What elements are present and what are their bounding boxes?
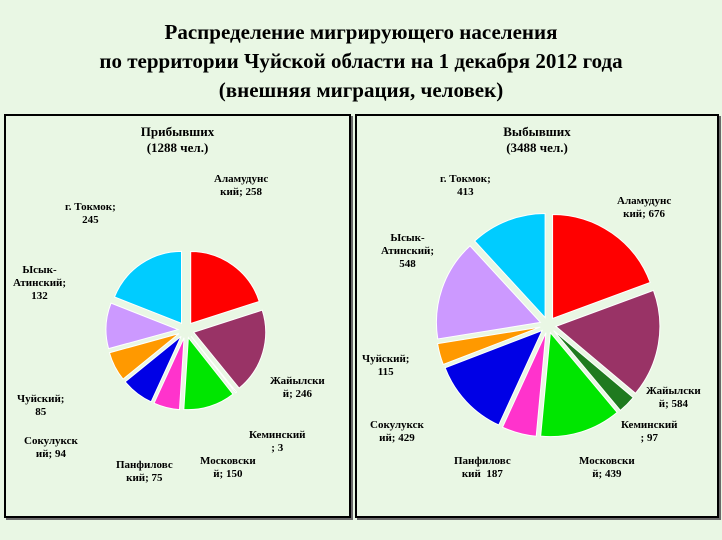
arrivals-total: (1288 чел.): [146, 140, 209, 155]
slice-label-kemin: Кеминский ; 97: [621, 419, 678, 444]
pie-slice-moskov: [540, 331, 618, 438]
pie-slice-zhaiyl: [192, 309, 267, 389]
pie-slice-tokmok: [473, 213, 546, 319]
slice-label-kemin: Кеминский ; 3: [249, 429, 306, 454]
slice-label-sokuluk: Сокулукск ий; 429: [370, 419, 424, 444]
slice-label-chui: Чуйский; 85: [17, 393, 65, 418]
arrivals-pie-title: Прибывших (1288 чел.): [6, 124, 349, 156]
departures-title: Выбывших: [503, 124, 571, 139]
pie-slice-panfilov: [153, 337, 185, 411]
departures-pie-svg: [435, 213, 661, 438]
chart-title: Распределение мигрирующего населения по …: [0, 18, 722, 105]
pie-slice-alamudun: [190, 251, 260, 325]
slice-label-tokmok: г. Токмок; 413: [440, 173, 491, 198]
pie-slice-alamudun: [552, 213, 651, 320]
pie-slice-panfilov: [501, 332, 547, 437]
slice-label-moskov: Московски й; 150: [200, 455, 256, 480]
pie-slice-tokmok: [113, 250, 182, 325]
pie-slice-kemin: [190, 335, 238, 394]
pie-slice-sokuluk: [124, 335, 182, 403]
slice-label-ysyk-ata: Ысык- Атинский; 548: [381, 232, 435, 270]
slice-label-tokmok: г. Токмок; 245: [65, 201, 116, 226]
title-line-1: Распределение мигрирующего населения: [164, 20, 558, 44]
slice-label-alamudun: Аламудунс кий; 258: [214, 173, 269, 198]
slice-label-zhaiyl: Жайылски й; 584: [646, 385, 701, 410]
slice-label-panfilov: Панфиловс кий 187: [454, 455, 511, 480]
slice-label-zhaiyl: Жайылски й; 246: [270, 375, 325, 400]
slice-label-sokuluk: Сокулукск ий; 94: [24, 435, 78, 460]
slice-label-alamudun: Аламудунс кий; 676: [617, 195, 672, 220]
slice-label-panfilov: Панфиловс кий; 75: [116, 459, 173, 484]
departures-pie-title: Выбывших (3488 чел.): [357, 124, 717, 156]
pie-slice-kemin: [553, 330, 634, 412]
slice-label-ysyk-ata: Ысык- Атинский; 132: [13, 264, 67, 302]
slice-label-moskov: Московски й; 439: [579, 455, 635, 480]
title-line-2: по территории Чуйской области на 1 декаб…: [99, 49, 623, 73]
pie-slice-moskov: [183, 336, 234, 411]
pie-slice-chui: [437, 326, 541, 366]
pie-slice-zhaiyl: [554, 289, 661, 394]
arrivals-title: Прибывших: [140, 124, 215, 139]
pie-slice-sokuluk: [444, 329, 544, 426]
pie-slice-ysyk-ata: [105, 302, 180, 350]
slice-label-chui: Чуйский; 115: [362, 353, 410, 378]
departures-pie-panel: Выбывших (3488 чел.) Аламудунс кий; 676 Ж…: [355, 114, 719, 518]
title-line-3: (внешняя миграция, человек): [218, 78, 504, 102]
arrivals-pie-svg: [105, 250, 267, 411]
arrivals-pie-panel: Прибывших (1288 чел.) Аламудунс кий; 258…: [4, 114, 351, 518]
pie-slice-chui: [108, 333, 180, 380]
departures-total: (3488 чел.): [506, 140, 568, 155]
pie-slice-ysyk-ata: [435, 245, 542, 340]
